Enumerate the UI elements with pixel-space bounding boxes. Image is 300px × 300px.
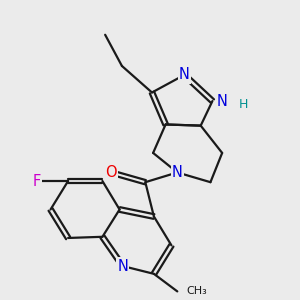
Text: N: N: [172, 165, 183, 180]
Text: H: H: [239, 98, 248, 111]
Text: F: F: [33, 173, 41, 188]
Text: N: N: [117, 259, 128, 274]
Text: N: N: [179, 68, 190, 82]
Text: O: O: [105, 165, 117, 180]
Text: CH₃: CH₃: [186, 286, 207, 296]
Text: N: N: [217, 94, 228, 109]
